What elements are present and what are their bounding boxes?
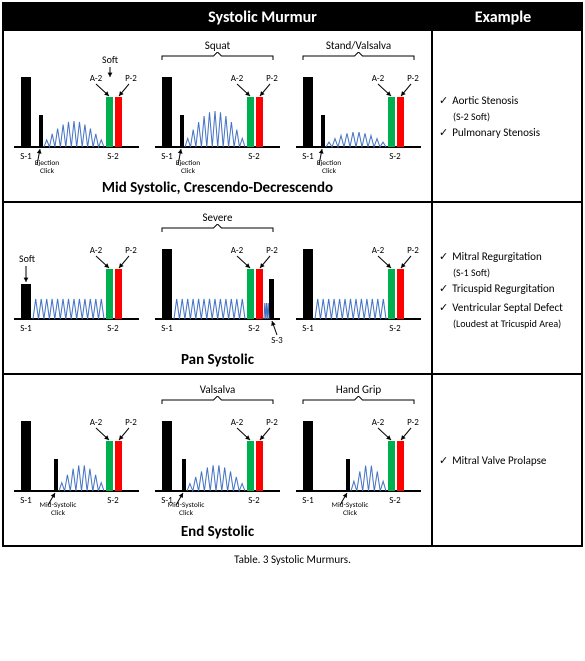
check-icon: ✓ [439,454,448,467]
svg-text:S-3: S-3 [271,335,283,346]
example-subtext: (S-2 Soft) [453,110,575,123]
murmur-panel: Severe S-1A-2 P-2 S-2 S-3 [150,209,285,349]
example-text: Mitral Valve Prolapse [452,454,546,467]
svg-text:S-2: S-2 [248,323,260,334]
svg-text:P-2: P-2 [266,73,278,84]
svg-text:P-2: P-2 [125,417,137,428]
murmur-panel: S-1 A-2 P-2 S-2 [291,209,426,349]
svg-text:S-1: S-1 [20,323,32,334]
check-icon: ✓ [439,250,448,263]
svg-text:P-2: P-2 [407,417,419,428]
svg-text:P-2: P-2 [407,73,419,84]
diagrams-cell: S-1Soft A-2 P-2 S-2 Severe S-1A-2 P-2 S-… [4,203,431,373]
header-title: Systolic Murmur [12,8,433,27]
svg-text:Click: Click [51,509,66,518]
svg-text:S-2: S-2 [248,151,260,162]
example-subtext: (Loudest at Tricuspid Area) [453,317,575,330]
svg-text:S-2: S-2 [107,323,119,334]
svg-text:Click: Click [181,167,196,176]
examples-cell: ✓ Mitral Valve Prolapse [431,375,581,545]
svg-text:A-2: A-2 [90,245,103,256]
svg-text:S-1: S-1 [161,151,173,162]
table-row: S-1A-2 P-2 S-2 Mid-SystolicClick Valsalv… [4,373,581,545]
svg-text:S-2: S-2 [107,151,119,162]
row-title: Pan Systolic [8,351,427,369]
murmur-panel: Hand Grip S-1A-2 P-2 S-2 Mid-SystolicCli… [291,381,426,521]
murmur-panel: S-1 Soft A-2 P-2 S-2 [9,209,144,349]
table-row: S-1Soft A-2 P-2 S-2 Severe S-1A-2 P-2 S-… [4,201,581,373]
svg-text:A-2: A-2 [231,245,244,256]
example-item: ✓ Tricuspid Regurgitation [439,282,575,295]
example-text: Mitral Regurgitation [452,250,542,263]
svg-text:P-2: P-2 [125,245,137,256]
table-container: Systolic Murmur Example S-1 A-2 P-2 S-2 So… [2,2,583,547]
example-text: Aortic Stenosis [452,94,518,107]
svg-text:Click: Click [179,509,194,518]
table-header: Systolic Murmur Example [4,4,581,31]
svg-text:S-1: S-1 [20,151,32,162]
svg-text:Soft: Soft [102,53,118,66]
example-text: Tricuspid Regurgitation [452,282,554,295]
svg-text:Click: Click [322,167,337,176]
svg-text:S-1: S-1 [161,323,173,334]
example-item: ✓ Mitral Valve Prolapse [439,454,575,467]
svg-text:S-2: S-2 [389,151,401,162]
svg-text:S-2: S-2 [248,495,260,506]
check-icon: ✓ [439,126,448,139]
example-item: ✓ Mitral Regurgitation [439,250,575,263]
examples-cell: ✓ Mitral Regurgitation (S-1 Soft) ✓ Tricu… [431,203,581,373]
row-title: Mid Systolic, Crescendo-Decrescendo [8,179,427,197]
svg-text:P-2: P-2 [266,245,278,256]
murmur-panel: S-1A-2 P-2 S-2Soft EjectionClick [9,37,144,177]
svg-text:A-2: A-2 [90,73,103,84]
examples-cell: ✓ Aortic Stenosis (S-2 Soft) ✓ Pulmonary … [431,31,581,201]
example-item: ✓ Aortic Stenosis [439,94,575,107]
svg-text:Soft: Soft [19,252,35,265]
example-text: Ventricular Septal Defect [452,301,563,314]
svg-text:S-1: S-1 [302,151,314,162]
svg-text:P-2: P-2 [266,417,278,428]
example-text: Pulmonary Stenosis [452,126,540,139]
check-icon: ✓ [439,94,448,107]
example-item: ✓ Pulmonary Stenosis [439,126,575,139]
murmur-panel: Valsalva S-1A-2 P-2 S-2 Mid-SystolicClic… [150,381,285,521]
murmur-panel: Stand/Valsalva S-1A-2 P-2 S-2 EjectionCl… [291,37,426,177]
example-item: ✓ Ventricular Septal Defect [439,301,575,314]
svg-text:A-2: A-2 [231,417,244,428]
svg-text:P-2: P-2 [125,73,137,84]
svg-text:S-2: S-2 [107,495,119,506]
header-example: Example [433,8,573,27]
diagrams-cell: S-1A-2 P-2 S-2Soft EjectionClick Squat S… [4,31,431,201]
svg-text:S-1: S-1 [20,495,32,506]
svg-text:S-1: S-1 [302,495,314,506]
svg-text:A-2: A-2 [90,417,103,428]
svg-text:S-1: S-1 [302,323,314,334]
svg-text:P-2: P-2 [407,245,419,256]
svg-text:S-2: S-2 [389,323,401,334]
svg-text:S-2: S-2 [389,495,401,506]
svg-text:Click: Click [40,167,55,176]
murmur-panel: S-1A-2 P-2 S-2 Mid-SystolicClick [9,381,144,521]
example-subtext: (S-1 Soft) [453,266,575,279]
svg-text:A-2: A-2 [372,417,385,428]
diagrams-cell: S-1A-2 P-2 S-2 Mid-SystolicClick Valsalv… [4,375,431,545]
svg-text:A-2: A-2 [372,73,385,84]
svg-text:A-2: A-2 [372,245,385,256]
table-row: S-1A-2 P-2 S-2Soft EjectionClick Squat S… [4,31,581,201]
svg-text:Click: Click [343,509,358,518]
row-title: End Systolic [8,523,427,541]
svg-text:A-2: A-2 [231,73,244,84]
murmur-panel: Squat S-1A-2 P-2 S-2 EjectionClick [150,37,285,177]
table-caption: Table. 3 Systolic Murmurs. [0,549,585,572]
check-icon: ✓ [439,282,448,295]
check-icon: ✓ [439,301,448,314]
